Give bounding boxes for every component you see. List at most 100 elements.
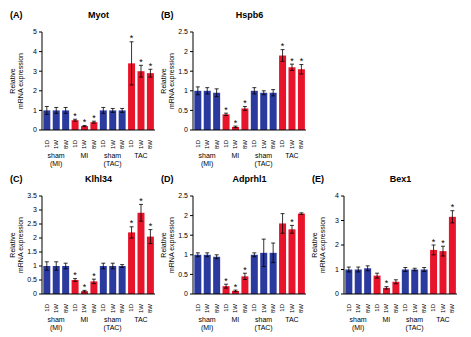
svg-text:1D: 1D	[251, 303, 257, 311]
svg-text:1W: 1W	[204, 304, 210, 313]
svg-text:1D: 1D	[223, 139, 229, 147]
svg-text:*: *	[451, 202, 455, 212]
svg-text:8W: 8W	[63, 140, 69, 149]
svg-text:1D: 1D	[72, 139, 78, 147]
svg-text:1D: 1D	[402, 303, 408, 311]
svg-text:mRNA expression: mRNA expression	[17, 53, 25, 109]
svg-text:TAC: TAC	[285, 316, 298, 323]
svg-text:8W: 8W	[91, 304, 97, 313]
svg-text:0: 0	[184, 126, 188, 133]
svg-text:1: 1	[335, 266, 339, 273]
svg-text:1: 1	[184, 251, 188, 258]
svg-text:*: *	[432, 237, 436, 247]
svg-text:1W: 1W	[261, 304, 267, 313]
svg-text:(TAC): (TAC)	[104, 160, 122, 168]
svg-text:8W: 8W	[365, 304, 371, 313]
svg-text:sham: sham	[104, 316, 121, 323]
svg-text:1W: 1W	[81, 304, 87, 313]
svg-text:*: *	[73, 111, 77, 121]
svg-text:1D: 1D	[430, 303, 436, 311]
svg-text:(TAC): (TAC)	[406, 324, 424, 332]
svg-text:*: *	[224, 105, 228, 115]
svg-text:MI: MI	[231, 316, 239, 323]
svg-text:sham: sham	[104, 152, 121, 159]
svg-text:sham: sham	[255, 316, 272, 323]
svg-text:3.5: 3.5	[27, 192, 37, 199]
svg-text:1D: 1D	[346, 303, 352, 311]
svg-text:(MI): (MI)	[352, 324, 364, 332]
svg-text:(MI): (MI)	[201, 324, 213, 332]
svg-text:1W: 1W	[138, 140, 144, 149]
svg-text:8W: 8W	[421, 304, 427, 313]
svg-text:(TAC): (TAC)	[104, 324, 122, 332]
svg-text:4: 4	[33, 48, 37, 55]
svg-text:sham: sham	[350, 316, 367, 323]
svg-text:*: *	[281, 41, 285, 51]
svg-text:mRNA expression: mRNA expression	[168, 53, 176, 109]
svg-text:2: 2	[33, 234, 37, 241]
svg-text:TAC: TAC	[285, 152, 298, 159]
svg-text:2: 2	[184, 212, 188, 219]
svg-text:*: *	[139, 196, 143, 206]
svg-text:0.5: 0.5	[178, 271, 188, 278]
svg-text:3: 3	[335, 217, 339, 224]
svg-text:8W: 8W	[242, 304, 248, 313]
svg-text:8W: 8W	[214, 304, 220, 313]
svg-text:8W: 8W	[270, 140, 276, 149]
svg-text:TAC: TAC	[436, 316, 449, 323]
svg-text:8W: 8W	[298, 140, 304, 149]
svg-text:*: *	[234, 118, 238, 128]
svg-text:0: 0	[184, 290, 188, 297]
svg-text:2.5: 2.5	[27, 220, 37, 227]
svg-text:1.5: 1.5	[178, 68, 188, 75]
svg-text:Relative: Relative	[9, 68, 16, 93]
svg-text:mRNA expression: mRNA expression	[17, 217, 25, 273]
svg-text:*: *	[83, 282, 87, 292]
svg-text:1W: 1W	[261, 140, 267, 149]
svg-text:*: *	[83, 117, 87, 127]
svg-text:2.5: 2.5	[178, 28, 188, 35]
svg-text:*: *	[92, 271, 96, 281]
svg-text:1W: 1W	[412, 304, 418, 313]
svg-text:mRNA expression: mRNA expression	[168, 217, 176, 273]
svg-text:0.5: 0.5	[27, 276, 37, 283]
svg-text:8W: 8W	[119, 140, 125, 149]
svg-text:1: 1	[33, 262, 37, 269]
svg-text:8W: 8W	[242, 140, 248, 149]
svg-text:8W: 8W	[214, 140, 220, 149]
svg-text:1.5: 1.5	[178, 232, 188, 239]
svg-text:MI: MI	[231, 152, 239, 159]
svg-text:(MI): (MI)	[50, 160, 62, 168]
svg-text:TAC: TAC	[134, 316, 147, 323]
svg-text:Relative: Relative	[9, 232, 16, 257]
svg-text:8W: 8W	[147, 304, 153, 313]
svg-text:1D: 1D	[223, 303, 229, 311]
svg-text:*: *	[385, 278, 389, 288]
svg-text:*: *	[224, 276, 228, 286]
svg-text:1W: 1W	[232, 140, 238, 149]
svg-text:1D: 1D	[195, 303, 201, 311]
svg-text:8W: 8W	[119, 304, 125, 313]
svg-text:*: *	[234, 282, 238, 292]
svg-text:8W: 8W	[298, 304, 304, 313]
svg-text:4: 4	[335, 192, 339, 199]
svg-text:*: *	[149, 61, 153, 71]
svg-text:1W: 1W	[53, 140, 59, 149]
svg-text:2: 2	[335, 241, 339, 248]
svg-text:1W: 1W	[110, 140, 116, 149]
svg-text:2.5: 2.5	[178, 192, 188, 199]
svg-text:1W: 1W	[355, 304, 361, 313]
svg-text:0: 0	[335, 290, 339, 297]
svg-text:8W: 8W	[270, 304, 276, 313]
svg-text:MI: MI	[80, 152, 88, 159]
svg-text:0: 0	[33, 126, 37, 133]
svg-text:8W: 8W	[449, 304, 455, 313]
svg-text:8W: 8W	[393, 304, 399, 313]
svg-text:1: 1	[33, 107, 37, 114]
svg-text:0.5: 0.5	[178, 107, 188, 114]
svg-text:(TAC): (TAC)	[255, 324, 273, 332]
svg-text:8W: 8W	[147, 140, 153, 149]
svg-text:1W: 1W	[138, 304, 144, 313]
svg-text:1W: 1W	[53, 304, 59, 313]
svg-text:1D: 1D	[128, 139, 134, 147]
